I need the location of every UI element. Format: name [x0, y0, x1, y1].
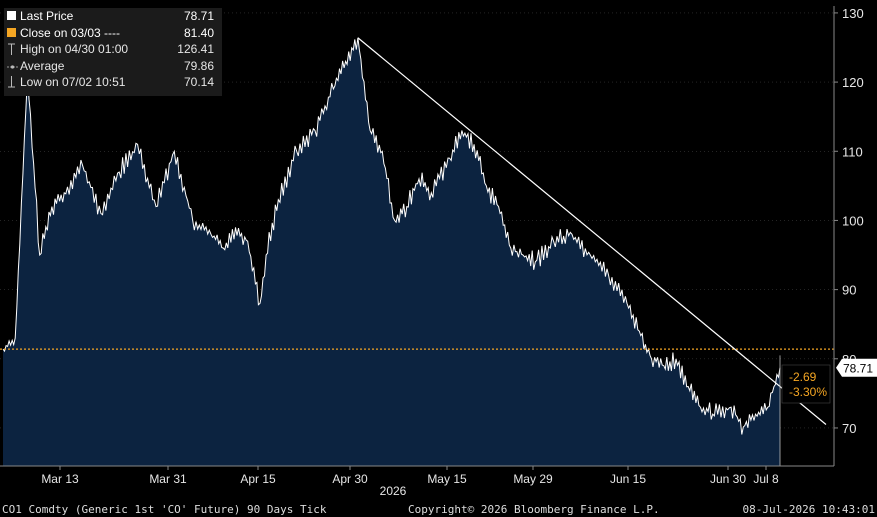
x-tick-label: Jun 30 [710, 472, 746, 486]
change-label: -2.69 [789, 370, 817, 384]
y-tick-label: 110 [842, 144, 863, 159]
x-tick-label: Mar 13 [41, 472, 79, 486]
x-axis-year-label: 2026 [380, 484, 407, 498]
average-marker-icon [7, 60, 18, 71]
price-badges: 78.71 -2.69-3.30% [781, 358, 877, 404]
legend-row-high: High on 04/30 01:00 126.41 [4, 41, 222, 58]
y-tick-label: 120 [842, 75, 864, 90]
legend-label: High on 04/30 01:00 [20, 42, 129, 56]
legend-value: 79.86 [183, 58, 214, 73]
legend-row-last-price: Last Price 78.71 [4, 8, 222, 25]
x-tick-label: Apr 30 [332, 472, 368, 486]
security-description: CO1 Comdty (Generic 1st 'CO' Future) 90 … [2, 503, 327, 516]
x-tick-label: Apr 15 [240, 472, 276, 486]
y-tick-label: 70 [842, 421, 856, 436]
timestamp: 08-Jul-2026 10:43:01 [742, 503, 875, 516]
last-price-badge-label: 78.71 [843, 362, 873, 376]
legend-row-low: Low on 07/02 10:51 70.14 [4, 74, 222, 91]
legend-value: 70.14 [183, 75, 214, 89]
chart-footer: CO1 Comdty (Generic 1st 'CO' Future) 90 … [0, 501, 877, 517]
legend-label: Low on 07/02 10:51 [20, 75, 126, 89]
legend-label: Last Price [20, 9, 74, 23]
x-tick-label: May 29 [513, 472, 553, 486]
last-price-badge [836, 358, 877, 377]
legend-row-close: Close on 03/03 ---- 81.40 [4, 25, 222, 42]
white-square-icon [7, 11, 16, 20]
change-box [781, 364, 831, 404]
legend-label: Average [20, 58, 65, 73]
y-tick-label: 100 [842, 213, 864, 228]
y-tick-label: 90 [842, 283, 856, 298]
x-tick-label: Jun 15 [610, 472, 646, 486]
chart-legend: Last Price 78.71 Close on 03/03 ---- 81.… [4, 8, 222, 96]
legend-value: 81.40 [183, 25, 214, 40]
x-tick-label: Mar 31 [149, 472, 187, 486]
x-tick-label: Jul 8 [753, 472, 779, 486]
y-axis: 708090100110120130 [833, 6, 864, 466]
orange-square-icon [7, 27, 16, 37]
trendline [357, 37, 827, 425]
x-tick-label: May 15 [427, 472, 467, 486]
legend-value: 126.41 [177, 42, 214, 56]
y-tick-label: 130 [842, 6, 864, 21]
high-marker-icon [7, 43, 16, 55]
price-area-fill [3, 37, 780, 467]
x-axis: Mar 13 Mar 31 Apr 15 Apr 30 May 15 May 29 Jun … [0, 465, 834, 498]
copyright-notice: Copyright© 2026 Bloomberg Finance L.P. [408, 503, 660, 516]
legend-label: Close on 03/03 ---- [20, 25, 121, 40]
change-label: -3.30% [789, 385, 827, 399]
legend-value: 78.71 [183, 9, 214, 23]
low-marker-icon [7, 76, 16, 88]
price-line [2, 37, 781, 435]
legend-row-average: Average 79.86 [4, 58, 222, 75]
